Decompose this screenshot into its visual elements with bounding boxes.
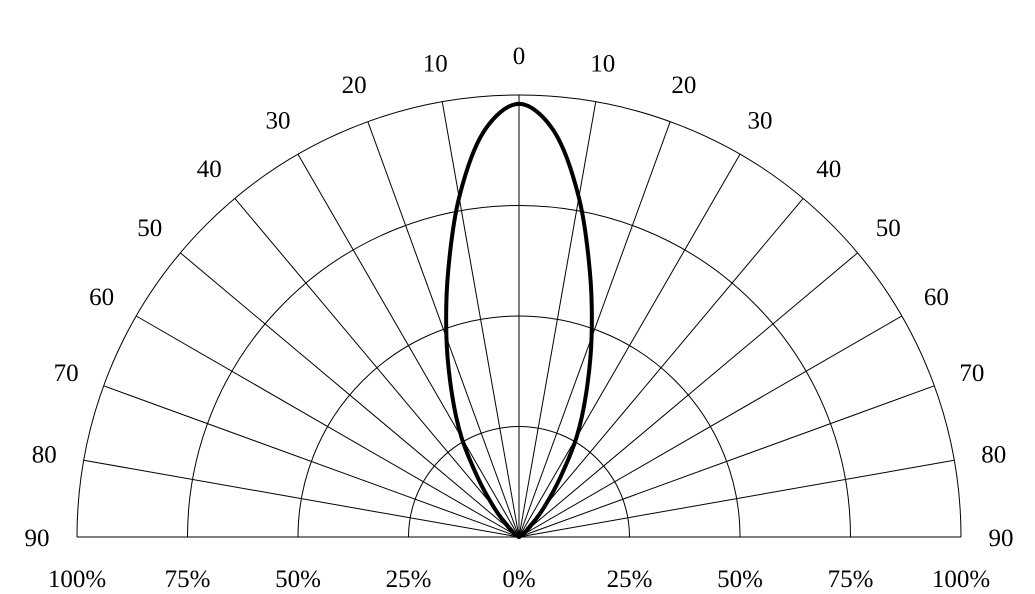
spoke--60: [135, 315, 520, 538]
radial-label-6: 50%: [717, 566, 763, 593]
radial-label-1: 75%: [165, 566, 211, 593]
angular-grid: [77, 95, 961, 538]
radial-label-4: 0%: [502, 566, 535, 593]
spoke-20: [518, 121, 671, 538]
angle-label-left-70: 70: [54, 360, 79, 387]
angle-label-right-20: 20: [671, 72, 696, 99]
angle-label-left-40: 40: [197, 156, 222, 183]
spoke-50: [518, 252, 858, 538]
angle-label-right-10: 10: [590, 50, 615, 77]
spoke-30: [518, 153, 741, 538]
spoke--30: [297, 153, 520, 538]
radial-tick-labels: 100% 75% 50% 25% 0% 25% 50% 75% 100%: [48, 566, 990, 593]
spoke--40: [234, 198, 520, 538]
angle-label-right-80: 80: [981, 441, 1006, 468]
angle-label-left-60: 60: [89, 284, 114, 311]
angle-label-left-80: 80: [32, 441, 57, 468]
angle-label-left-30: 30: [266, 108, 291, 135]
spoke-70: [518, 385, 935, 538]
spoke-60: [518, 315, 903, 538]
spoke--10: [441, 101, 520, 538]
angle-label-right-40: 40: [816, 156, 841, 183]
series-layer: [444, 101, 594, 540]
radial-label-3: 25%: [386, 566, 432, 593]
angle-tick-labels: 0 10 20 30 40 50 60 70 80 90 10 20 30 40 50 60 70 80 90: [25, 43, 1014, 552]
angle-label-left-90: 90: [25, 525, 50, 552]
radial-label-0: 100%: [48, 566, 106, 593]
angle-label-0: 0: [513, 43, 526, 70]
series-0-curve: [444, 101, 594, 540]
spoke--20: [367, 121, 520, 538]
radial-label-5: 25%: [607, 566, 653, 593]
radial-label-7: 75%: [828, 566, 874, 593]
angle-label-left-10: 10: [423, 50, 448, 77]
spoke--70: [103, 385, 520, 538]
angle-label-right-60: 60: [924, 284, 949, 311]
spoke-40: [518, 198, 804, 538]
angle-label-left-20: 20: [342, 72, 367, 99]
radial-label-8: 100%: [932, 566, 990, 593]
angle-label-right-30: 30: [748, 108, 773, 135]
spoke--50: [180, 252, 520, 538]
radial-label-2: 50%: [275, 566, 321, 593]
spoke-10: [518, 101, 597, 538]
angle-label-right-50: 50: [876, 215, 901, 242]
angle-label-right-70: 70: [959, 360, 984, 387]
angle-label-left-50: 50: [137, 215, 162, 242]
angle-label-right-90: 90: [989, 525, 1014, 552]
spoke-80: [518, 459, 955, 538]
spoke--80: [83, 459, 520, 538]
